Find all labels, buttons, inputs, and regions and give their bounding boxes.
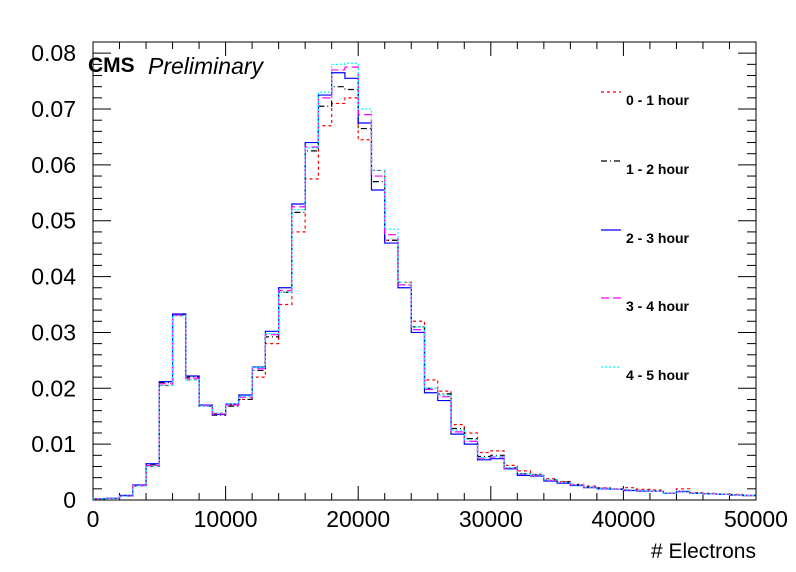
series-line [93, 66, 756, 500]
x-tick-labels: 0 10000 20000 30000 40000 50000 [87, 506, 788, 532]
y-tick-label: 0.01 [31, 431, 76, 457]
y-tick-label: 0.08 [31, 40, 76, 66]
axis-ticks [92, 42, 757, 501]
series-line [93, 72, 756, 500]
y-tick-label: 0.07 [31, 96, 76, 122]
legend-label: 0 - 1 hour [626, 92, 690, 108]
plot-frame [92, 41, 757, 501]
legend-label: 2 - 3 hour [626, 230, 690, 246]
y-tick-label: 0.03 [31, 319, 76, 345]
y-tick-label: 0.02 [31, 375, 76, 401]
y-tick-label: 0.04 [31, 264, 76, 290]
series-line [93, 62, 756, 500]
cms-label: CMS [88, 54, 135, 77]
y-tick-label: 0.05 [31, 208, 76, 234]
legend: 0 - 1 hour 1 - 2 hour 2 - 3 hour 3 - 4 hour… [601, 91, 690, 383]
x-axis-title: # Electrons [650, 540, 756, 563]
x-tick-label: 20000 [326, 506, 390, 532]
histogram-series [93, 62, 756, 500]
series-line [93, 86, 756, 500]
x-tick-label: 0 [87, 506, 100, 532]
x-tick-label: 50000 [724, 506, 788, 532]
x-tick-label: 40000 [591, 506, 655, 532]
legend-label: 4 - 5 hour [626, 367, 690, 383]
legend-label: 1 - 2 hour [626, 161, 690, 177]
y-tick-label: 0 [63, 487, 76, 513]
x-tick-label: 30000 [459, 506, 523, 532]
legend-label: 3 - 4 hour [626, 298, 690, 314]
x-tick-label: 10000 [194, 506, 258, 532]
series-line [93, 97, 756, 500]
preliminary-label: Preliminary [148, 53, 264, 79]
y-tick-labels: 0 0.01 0.02 0.03 0.04 0.05 0.06 0.07 0.08 [31, 40, 76, 513]
y-tick-label: 0.06 [31, 152, 76, 178]
